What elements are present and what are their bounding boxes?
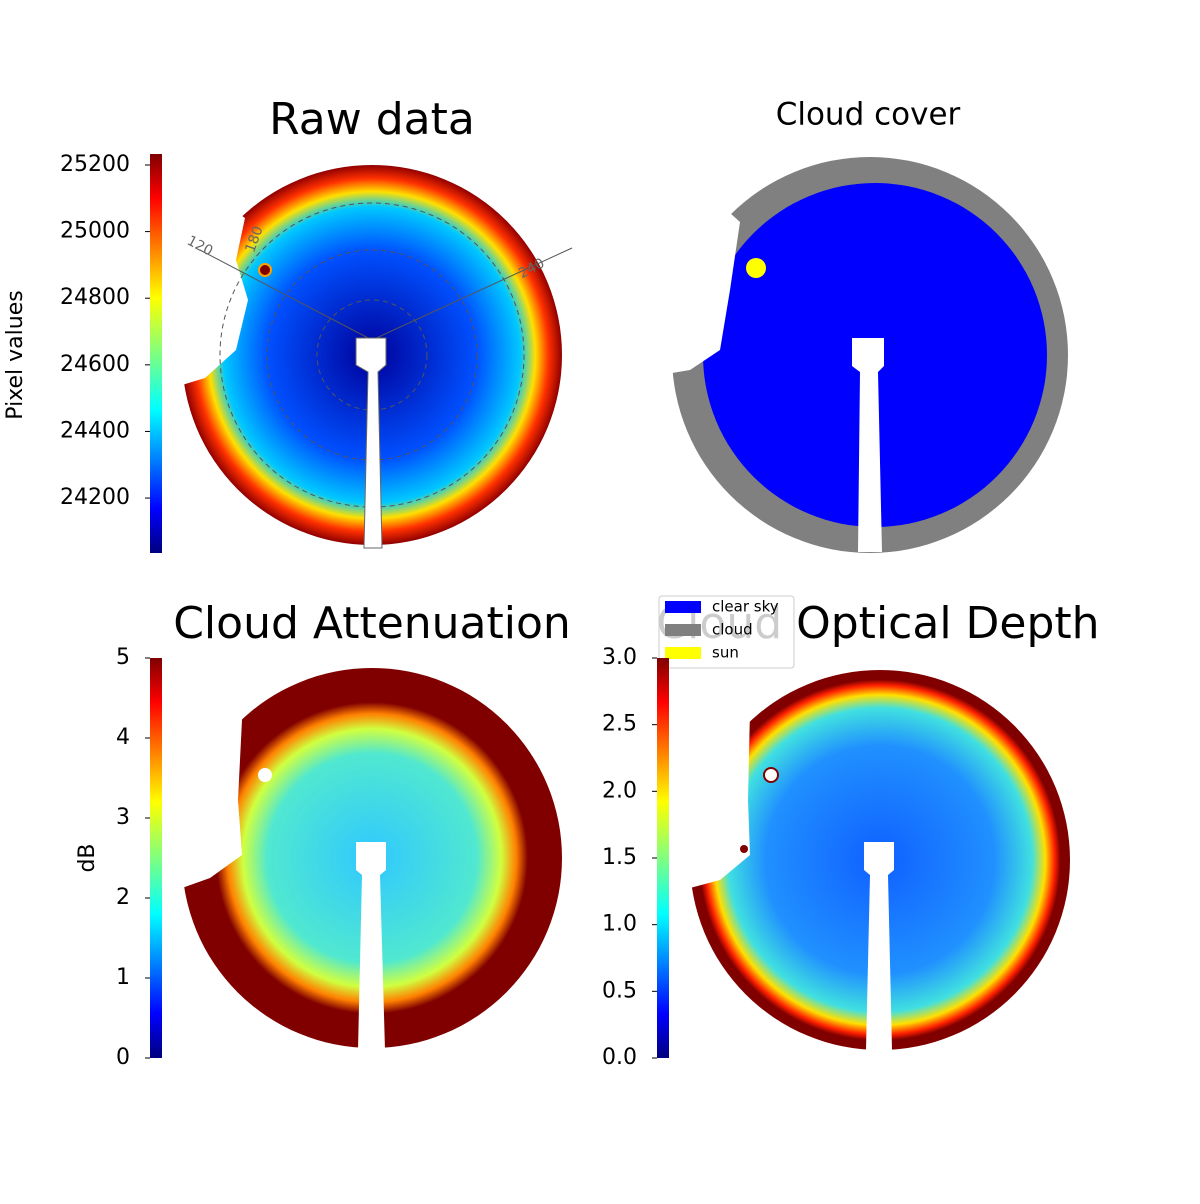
colorbar-tick-label: 25000 [60, 219, 130, 244]
attenuation-image [150, 660, 562, 1050]
colorbar-label: dB [75, 843, 100, 872]
colorbar-tick-label: 0.5 [602, 978, 637, 1003]
colorbar-label: Pixel values [3, 290, 28, 419]
colorbar-tick-label: 0.0 [602, 1045, 637, 1070]
optical-depth-image [660, 660, 1070, 1050]
colorbar-tick-label: 3.0 [602, 645, 637, 670]
colorbar [150, 658, 162, 1058]
panel-title: Cloud Attenuation [173, 598, 571, 649]
colorbar-tick-label: 5 [116, 645, 130, 670]
colorbar-tick-label: 1.5 [602, 845, 637, 870]
legend-label: clear sky [712, 598, 779, 616]
legend-swatch [665, 624, 701, 636]
colorbar-tick-label: 24600 [60, 352, 130, 377]
raw-image [150, 150, 573, 549]
legend: clear sky cloud sun [658, 595, 795, 669]
colorbar-tick-label: 24800 [60, 285, 130, 310]
colorbar-tick-label: 2.5 [602, 712, 637, 737]
panel-title: Cloud cover [776, 97, 961, 133]
colorbar-tick-label: 4 [116, 725, 130, 750]
colorbar-tick-label: 0 [116, 1045, 130, 1070]
legend-label: sun [712, 644, 739, 662]
colorbar-tick-label: 24200 [60, 485, 130, 510]
colorbar-tick-label: 1.0 [602, 912, 637, 937]
legend-swatch [665, 647, 701, 659]
colorbar-tick-label: 24400 [60, 418, 130, 443]
colorbar [150, 154, 162, 553]
legend-label: cloud [712, 621, 753, 639]
legend-swatch [665, 601, 701, 613]
colorbar-tick-label: 1 [116, 965, 130, 990]
colorbar-tick-label: 3 [116, 805, 130, 830]
colorbar-tick-label: 2 [116, 885, 130, 910]
cloud-cover-image [660, 150, 1068, 553]
colorbar-tick-label: 2.0 [602, 778, 637, 803]
colorbar-tick-label: 25200 [60, 152, 130, 177]
panel-title: Raw data [269, 94, 475, 145]
colorbar [657, 658, 669, 1058]
